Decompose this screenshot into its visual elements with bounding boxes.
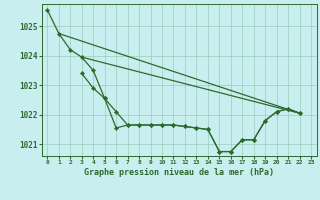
X-axis label: Graphe pression niveau de la mer (hPa): Graphe pression niveau de la mer (hPa) <box>84 168 274 177</box>
